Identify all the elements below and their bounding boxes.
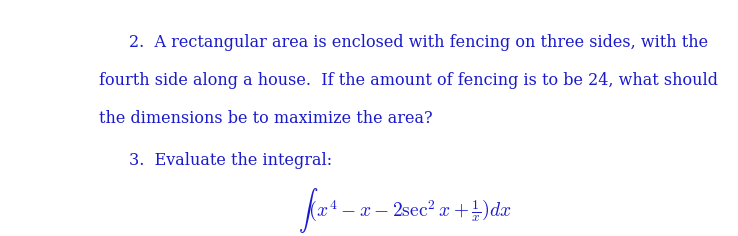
Text: $\int \left(x^4 - x - 2\sec^2 x + \frac{1}{x}\right)dx$: $\int \left(x^4 - x - 2\sec^2 x + \frac{…	[298, 186, 512, 236]
Text: fourth side along a house.  If the amount of fencing is to be 24, what should: fourth side along a house. If the amount…	[99, 72, 718, 89]
Text: 2.  A rectangular area is enclosed with fencing on three sides, with the: 2. A rectangular area is enclosed with f…	[129, 34, 708, 51]
Text: the dimensions be to maximize the area?: the dimensions be to maximize the area?	[99, 110, 432, 127]
Text: 3.  Evaluate the integral:: 3. Evaluate the integral:	[129, 152, 333, 169]
